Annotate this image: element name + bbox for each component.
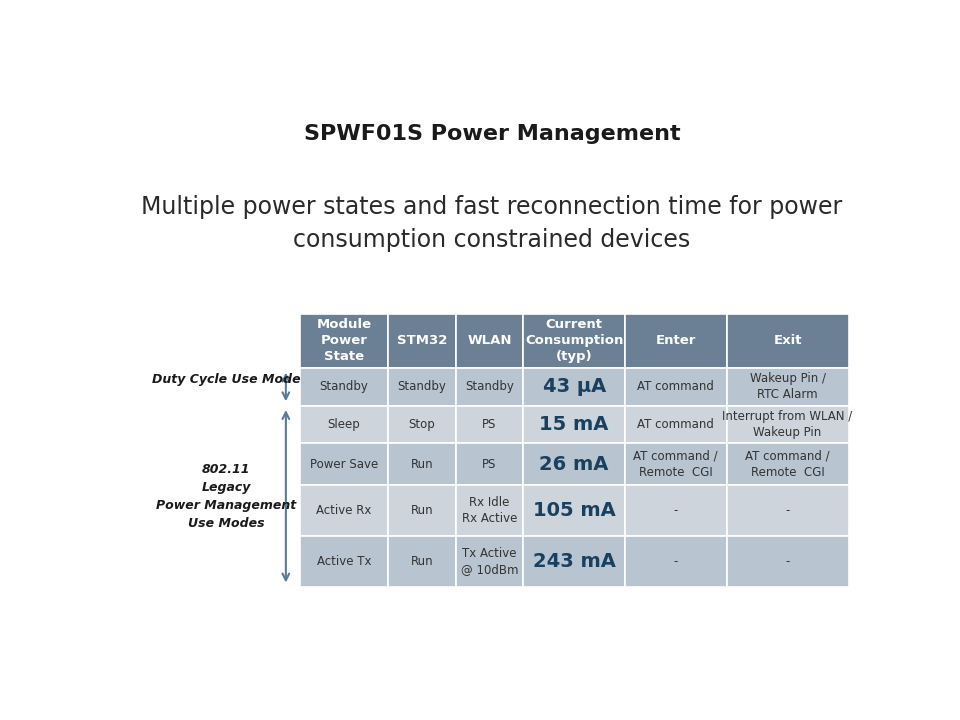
Bar [625, 368, 727, 405]
Text: Rx Idle
Rx Active: Rx Idle Rx Active [462, 496, 517, 526]
Text: AT command: AT command [637, 418, 714, 431]
Bar [625, 536, 727, 587]
Text: AT command /
Remote  CGI: AT command / Remote CGI [745, 450, 829, 479]
Bar [388, 443, 456, 485]
Text: SPWF01S Power Management: SPWF01S Power Management [303, 124, 681, 144]
Bar [300, 405, 388, 443]
Text: Standby: Standby [397, 380, 446, 393]
Text: AT command: AT command [637, 380, 714, 393]
Text: Run: Run [411, 458, 433, 471]
Text: STM32: STM32 [396, 334, 447, 347]
Bar [300, 536, 388, 587]
Bar [523, 536, 625, 587]
Text: 26 mA: 26 mA [540, 455, 609, 474]
Text: Stop: Stop [408, 418, 435, 431]
Bar [523, 368, 625, 405]
Text: -: - [785, 555, 790, 568]
Text: Duty Cycle Use Mode: Duty Cycle Use Mode [152, 373, 300, 386]
Text: Run: Run [411, 555, 433, 568]
Text: Tx Active
@ 10dBm: Tx Active @ 10dBm [461, 547, 518, 576]
Text: PS: PS [482, 418, 496, 431]
Text: Active Rx: Active Rx [316, 504, 372, 517]
Text: AT command /
Remote  CGI: AT command / Remote CGI [634, 450, 718, 479]
Text: Sleep: Sleep [327, 418, 360, 431]
Bar [300, 313, 388, 368]
Bar [456, 368, 523, 405]
Text: Run: Run [411, 504, 433, 517]
Text: -: - [785, 504, 790, 517]
Text: -: - [674, 555, 678, 568]
Bar [456, 443, 523, 485]
Text: Power Save: Power Save [310, 458, 378, 471]
Bar [727, 368, 849, 405]
Text: -: - [674, 504, 678, 517]
Text: Standby: Standby [320, 380, 369, 393]
Bar [523, 405, 625, 443]
Text: Standby: Standby [465, 380, 514, 393]
Bar [388, 368, 456, 405]
Bar [456, 536, 523, 587]
Text: 105 mA: 105 mA [533, 501, 615, 521]
Text: PS: PS [482, 458, 496, 471]
Bar [300, 443, 388, 485]
Bar [523, 443, 625, 485]
Text: Multiple power states and fast reconnection time for power
consumption constrain: Multiple power states and fast reconnect… [141, 194, 843, 252]
Text: Interrupt from WLAN /
Wakeup Pin: Interrupt from WLAN / Wakeup Pin [723, 410, 852, 439]
Bar [523, 313, 625, 368]
Text: Current
Consumption
(typ): Current Consumption (typ) [525, 318, 623, 364]
Text: Wakeup Pin /
RTC Alarm: Wakeup Pin / RTC Alarm [750, 372, 826, 402]
Bar [727, 536, 849, 587]
Text: WLAN: WLAN [468, 334, 512, 347]
Bar [456, 313, 523, 368]
Text: 243 mA: 243 mA [533, 552, 615, 571]
Bar [300, 485, 388, 536]
Bar [523, 485, 625, 536]
Text: 43 μA: 43 μA [542, 377, 606, 397]
Text: 802.11
Legacy
Power Management
Use Modes: 802.11 Legacy Power Management Use Modes [156, 463, 297, 530]
Bar [300, 368, 388, 405]
Text: Active Tx: Active Tx [317, 555, 372, 568]
Bar [388, 536, 456, 587]
Bar [388, 405, 456, 443]
Bar [456, 485, 523, 536]
Bar [388, 313, 456, 368]
Text: Enter: Enter [656, 334, 696, 347]
Text: Module
Power
State: Module Power State [316, 318, 372, 364]
Text: Exit: Exit [774, 334, 802, 347]
Bar [727, 405, 849, 443]
Bar [388, 485, 456, 536]
Text: 15 mA: 15 mA [540, 415, 609, 434]
Bar [625, 443, 727, 485]
Bar [625, 485, 727, 536]
Bar [456, 405, 523, 443]
Bar [727, 443, 849, 485]
Bar [727, 485, 849, 536]
Bar [625, 405, 727, 443]
Bar [727, 313, 849, 368]
Bar [625, 313, 727, 368]
